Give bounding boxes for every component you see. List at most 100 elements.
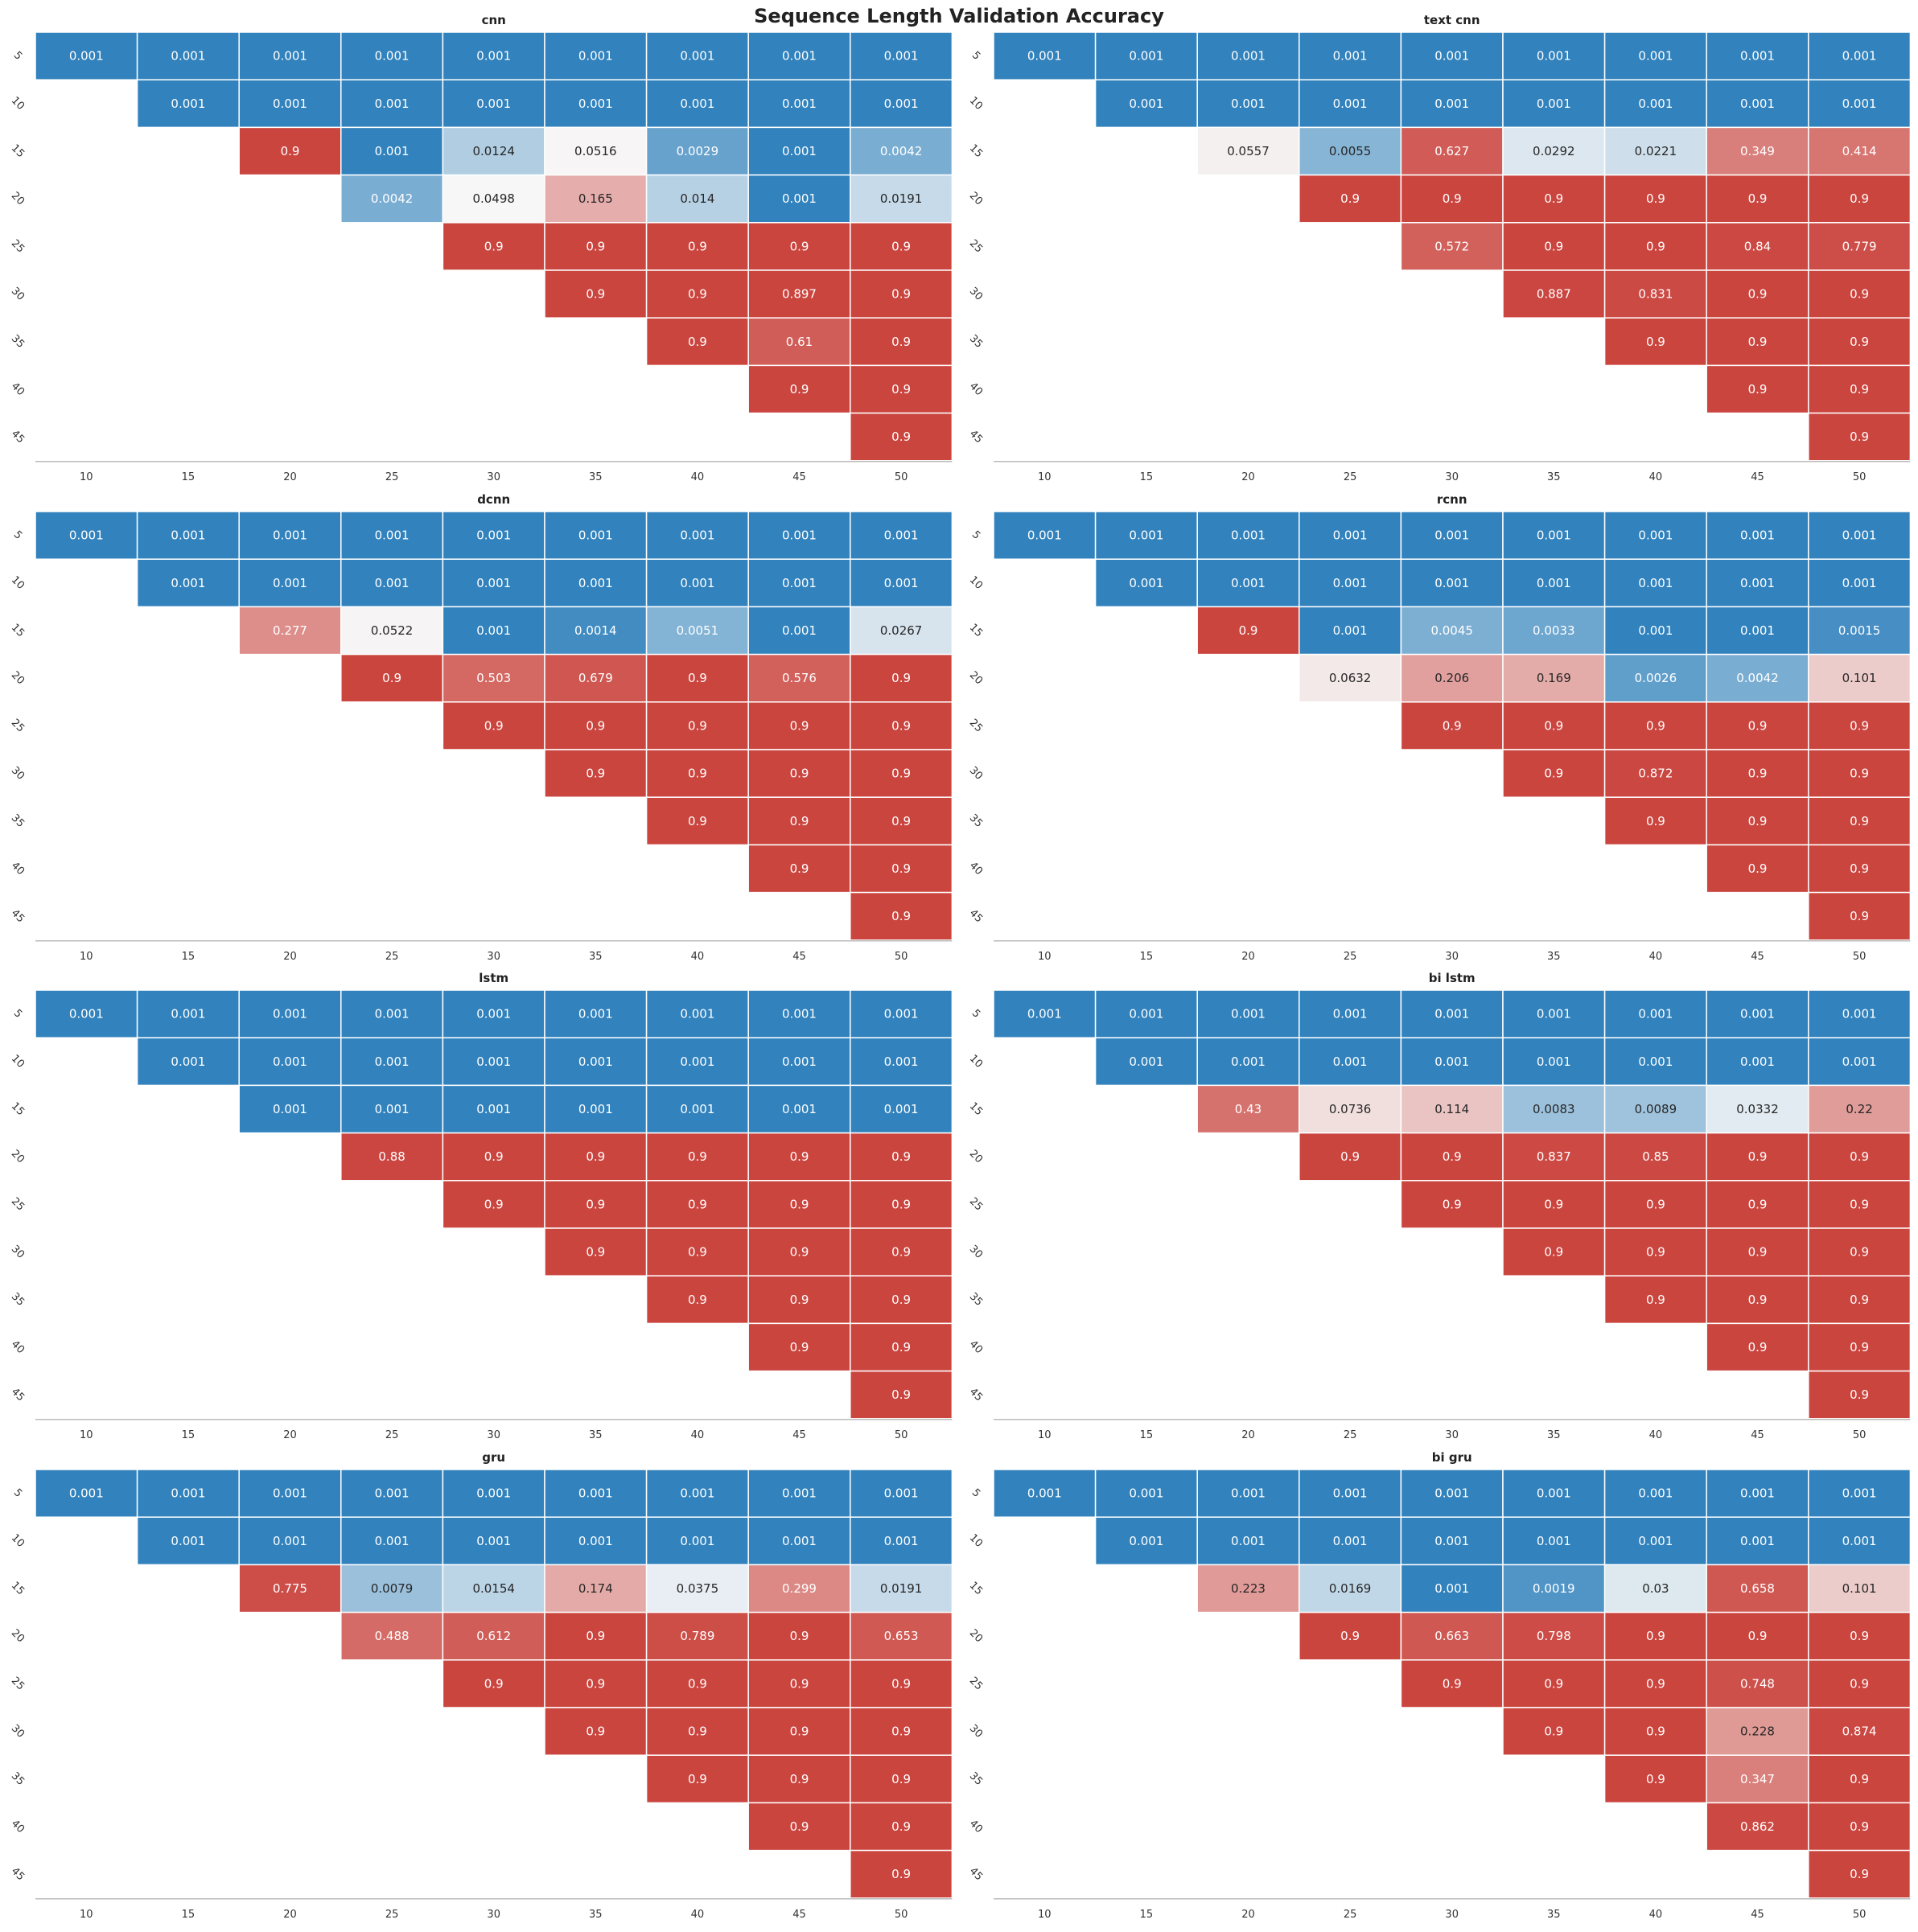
y-tick-label: 5 (11, 49, 24, 62)
cell-value-label: 0.9 (1646, 1676, 1665, 1691)
heatmap-cell (136, 511, 240, 560)
cell-value-label: 0.001 (1434, 1007, 1469, 1021)
cell-value-label: 0.9 (688, 718, 707, 733)
cell-value-label: 0.001 (476, 49, 511, 64)
y-tick-label: 45 (9, 907, 27, 925)
cell-value-label: 0.0191 (880, 1581, 923, 1596)
cell-value-label: 0.9 (484, 718, 504, 733)
cell-value-label: 0.9 (1850, 814, 1869, 828)
panel-title: text cnn (1424, 13, 1480, 27)
heatmap-cell (747, 511, 851, 560)
heatmap-cell (1706, 1322, 1809, 1372)
cell-value-label: 0.001 (680, 528, 714, 543)
cell-value-label: 0.228 (1740, 1724, 1775, 1739)
x-tick-label: 20 (283, 471, 297, 483)
x-tick-label: 45 (792, 951, 806, 963)
y-tick-label: 15 (9, 142, 27, 160)
cell-value-label: 0.0089 (1635, 1102, 1677, 1116)
x-tick-label: 15 (1140, 951, 1154, 963)
heatmap-cell (442, 222, 545, 271)
cell-value-label: 0.576 (782, 671, 817, 685)
cell-value-label: 0.9 (790, 1819, 809, 1834)
heatmap-cell (850, 412, 953, 462)
x-tick-label: 30 (1445, 471, 1459, 483)
cell-value-label: 0.001 (375, 97, 410, 111)
cell-value-label: 0.001 (1740, 576, 1775, 590)
cell-value-label: 0.001 (578, 1102, 613, 1116)
x-tick-label: 25 (1344, 1429, 1357, 1441)
heatmap-cell (136, 79, 240, 129)
x-tick-label: 35 (1547, 1429, 1561, 1441)
cell-value-label: 0.001 (476, 1102, 511, 1116)
x-tick-label: 20 (1241, 951, 1255, 963)
cell-value-label: 0.627 (1434, 144, 1469, 158)
cell-value-label: 0.001 (884, 1007, 919, 1021)
y-tick-label: 45 (967, 1386, 985, 1404)
cell-value-label: 0.85 (1642, 1149, 1669, 1164)
cell-value-label: 0.001 (476, 1486, 511, 1501)
cell-value-label: 0.9 (1850, 861, 1869, 876)
heatmap-cell (1603, 1227, 1707, 1276)
x-tick-label: 50 (895, 951, 908, 963)
cell-value-label: 0.872 (1638, 767, 1673, 781)
cell-value-label: 0.0191 (880, 191, 923, 206)
cell-value-label: 0.9 (1748, 767, 1768, 781)
heatmap-cell (850, 1611, 953, 1661)
heatmap-cell (993, 31, 1097, 80)
y-tick-label: 25 (967, 717, 985, 734)
heatmap-cell (850, 989, 953, 1038)
cell-value-label: 0.223 (1231, 1581, 1266, 1596)
cell-value-label: 0.001 (1842, 49, 1877, 64)
heatmap-cell (850, 79, 953, 129)
y-tick-label: 40 (9, 860, 27, 878)
cell-value-label: 0.9 (1646, 814, 1665, 828)
cell-value-label: 0.001 (1434, 1486, 1469, 1501)
cell-value-label: 0.9 (586, 767, 605, 781)
heatmap-cell (850, 844, 953, 894)
cell-value-label: 0.488 (375, 1629, 410, 1643)
heatmap-cell (1706, 174, 1809, 224)
heatmap-cell (1400, 989, 1504, 1038)
heatmap-cell (238, 1084, 342, 1134)
cell-value-label: 0.001 (782, 144, 817, 158)
cell-value-label: 0.001 (69, 1486, 104, 1501)
heatmap-cell (1706, 606, 1809, 656)
cell-value-label: 0.277 (273, 623, 307, 638)
cell-value-label: 0.001 (1231, 1007, 1266, 1021)
cell-value-label: 0.9 (688, 1149, 707, 1164)
heatmap-cell (645, 126, 749, 176)
heatmap-cell (1299, 1564, 1402, 1613)
cell-value-label: 0.001 (884, 1534, 919, 1548)
heatmap-cell (442, 1659, 545, 1708)
cell-value-label: 0.001 (884, 1102, 919, 1116)
cell-value-label: 0.9 (790, 1676, 809, 1691)
y-tick-label: 35 (9, 812, 27, 830)
heatmap-cell (1808, 31, 1912, 80)
cell-value-label: 0.9 (1850, 1340, 1869, 1354)
heatmap-cell (544, 222, 648, 271)
y-tick-label: 10 (967, 95, 985, 113)
heatmap-cell (1706, 1611, 1809, 1661)
heatmap-cell (1502, 1084, 1606, 1134)
y-tick-label: 10 (967, 1053, 985, 1071)
cell-value-label: 0.9 (1748, 1197, 1768, 1211)
cell-value-label: 0.9 (1443, 1676, 1462, 1691)
cell-value-label: 0.0083 (1533, 1102, 1575, 1116)
cell-value-label: 0.001 (578, 528, 613, 543)
heatmap-cell (747, 1275, 851, 1325)
heatmap-cell (645, 1516, 749, 1566)
heatmap-cell (645, 269, 749, 319)
heatmap-cell (645, 1275, 749, 1325)
cell-value-label: 0.84 (1744, 239, 1771, 253)
cell-value-label: 0.9 (586, 718, 605, 733)
cell-value-label: 0.0154 (472, 1581, 515, 1596)
x-tick-label: 15 (1140, 1429, 1154, 1441)
cell-value-label: 0.001 (1740, 528, 1775, 543)
heatmap-cell (442, 1037, 545, 1087)
heatmap-cell (1706, 796, 1809, 846)
heatmap-cell (1299, 1469, 1402, 1518)
y-tick-label: 25 (9, 1195, 27, 1213)
heatmap-cell (747, 989, 851, 1038)
cell-value-label: 0.9 (790, 1293, 809, 1307)
heatmap-cell (1196, 1084, 1300, 1134)
